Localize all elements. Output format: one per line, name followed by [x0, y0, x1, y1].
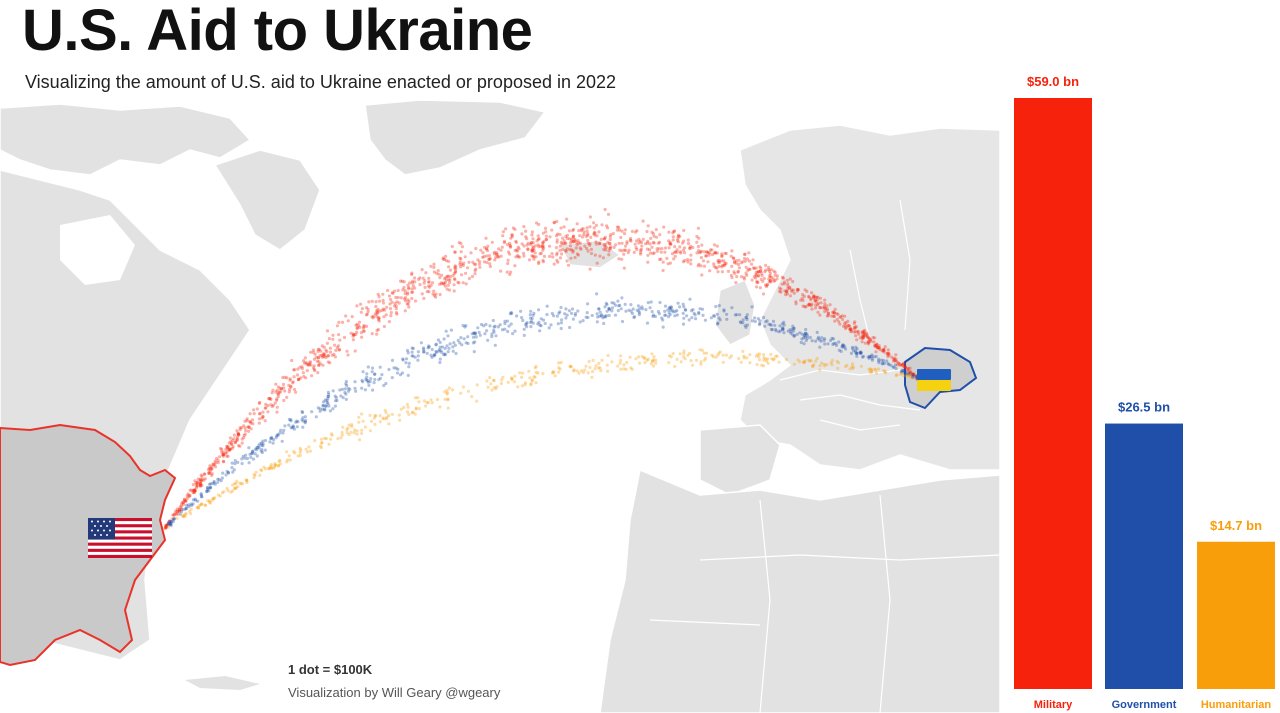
value-label-humanitarian: $14.7 bn	[1210, 518, 1262, 533]
category-label-military: Military	[1034, 699, 1073, 711]
value-label-military: $59.0 bn	[1027, 74, 1079, 89]
ukraine-flag-icon	[917, 369, 951, 391]
us-flag-icon	[88, 518, 152, 558]
aid-bar-chart: $59.0 bn Military $26.5 bn Government $14.7 …	[1014, 74, 1275, 711]
uk-landmass	[714, 279, 756, 346]
dots-government	[166, 292, 920, 528]
hudson-bay-water	[60, 215, 135, 285]
dots-humanitarian	[166, 348, 914, 529]
credit-text: Visualization by Will Geary @wgeary	[288, 685, 501, 700]
flow-map	[0, 99, 1000, 713]
africa-landmass	[599, 468, 1000, 713]
category-label-government: Government	[1112, 699, 1177, 711]
page-subtitle: Visualizing the amount of U.S. aid to Uk…	[25, 72, 617, 92]
caribbean-islands	[185, 676, 260, 690]
dot-unit-note: 1 dot = $100K	[288, 662, 373, 677]
country-borders	[649, 199, 1000, 713]
iberia-landmass	[699, 424, 781, 496]
bar-humanitarian	[1197, 541, 1275, 689]
arctic-islands-landmass	[0, 103, 252, 176]
category-label-humanitarian: Humanitarian	[1201, 699, 1272, 711]
aid-dot-flow	[163, 207, 921, 531]
europe-landmass	[739, 124, 1000, 471]
iceland-landmass	[558, 239, 622, 269]
bar-military	[1014, 98, 1092, 689]
dots-military	[163, 207, 921, 531]
greenland-landmass	[364, 99, 547, 176]
baffin-landmass	[213, 149, 321, 251]
usa-highlight	[0, 423, 177, 667]
bar-government	[1105, 423, 1183, 689]
page-title: U.S. Aid to Ukraine	[22, 0, 533, 63]
value-label-government: $26.5 bn	[1118, 400, 1170, 415]
